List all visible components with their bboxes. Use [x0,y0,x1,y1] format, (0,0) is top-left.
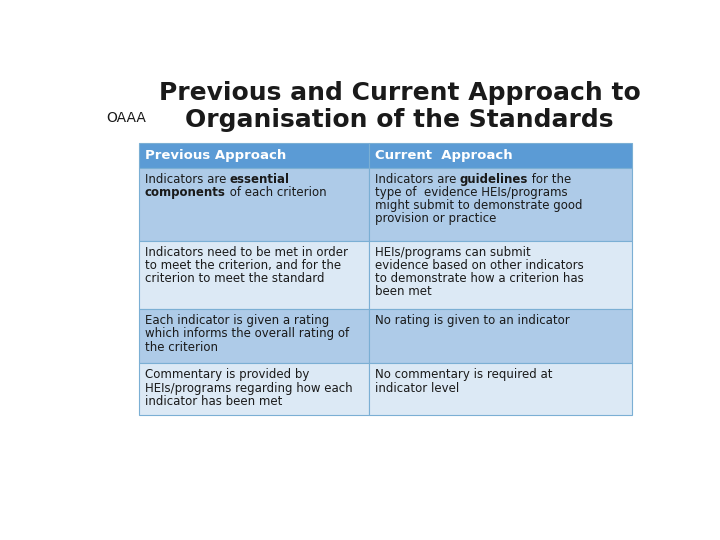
Bar [369,309,632,363]
Text: Previous Approach: Previous Approach [145,149,286,162]
Bar [139,363,369,415]
Text: Commentary is provided by: Commentary is provided by [145,368,309,381]
Bar [139,168,369,241]
Text: which informs the overall rating of: which informs the overall rating of [145,327,348,340]
Text: Indicators are: Indicators are [374,173,459,186]
Text: provision or practice: provision or practice [374,212,496,226]
Bar [139,241,369,309]
Text: Indicators are: Indicators are [145,173,230,186]
Text: HEIs/programs can submit: HEIs/programs can submit [374,246,531,259]
Bar [369,363,632,415]
Text: Previous and Current Approach to: Previous and Current Approach to [159,82,641,105]
Text: Indicators need to be met in order: Indicators need to be met in order [145,246,348,259]
Text: indicator has been met: indicator has been met [145,395,282,408]
Bar [369,168,632,241]
Text: Current  Approach: Current Approach [374,149,512,162]
Bar [369,143,632,168]
Text: evidence based on other indicators: evidence based on other indicators [374,259,583,272]
Text: of each criterion: of each criterion [225,186,326,199]
Text: type of  evidence HEIs/programs: type of evidence HEIs/programs [374,186,567,199]
Text: essential: essential [230,173,290,186]
Text: for the: for the [528,173,572,186]
Bar [139,143,369,168]
Text: OAAA: OAAA [107,111,146,125]
Text: indicator level: indicator level [374,382,459,395]
Bar [139,309,369,363]
Text: guidelines: guidelines [459,173,528,186]
Text: criterion to meet the standard: criterion to meet the standard [145,272,324,285]
Bar [369,241,632,309]
Text: No commentary is required at: No commentary is required at [374,368,552,381]
Text: Each indicator is given a rating: Each indicator is given a rating [145,314,329,327]
Text: HEIs/programs regarding how each: HEIs/programs regarding how each [145,382,352,395]
Text: been met: been met [374,285,431,298]
Text: No rating is given to an indicator: No rating is given to an indicator [374,314,570,327]
Text: might submit to demonstrate good: might submit to demonstrate good [374,199,582,212]
Text: Organisation of the Standards: Organisation of the Standards [186,109,614,132]
Text: the criterion: the criterion [145,341,217,354]
Text: to meet the criterion, and for the: to meet the criterion, and for the [145,259,341,272]
Text: components: components [145,186,225,199]
Text: to demonstrate how a criterion has: to demonstrate how a criterion has [374,272,583,285]
